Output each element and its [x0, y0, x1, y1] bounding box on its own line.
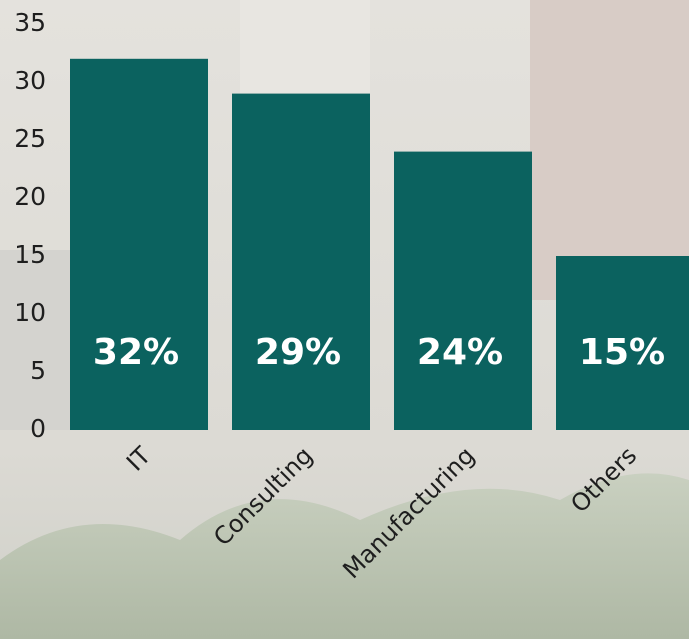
bar: [232, 93, 370, 430]
bushes: [0, 473, 689, 639]
y-tick-label: 30: [14, 66, 46, 95]
value-label: 24%: [417, 332, 503, 373]
y-tick-label: 0: [30, 414, 46, 443]
y-tick-label: 25: [14, 124, 46, 153]
value-label: 32%: [93, 332, 179, 373]
y-tick-label: 35: [14, 8, 46, 37]
bar: [70, 58, 208, 431]
y-tick-label: 10: [14, 298, 46, 327]
bar: [394, 151, 532, 430]
y-tick-label: 15: [14, 240, 46, 269]
building-panel: [530, 0, 689, 300]
y-tick-label: 20: [14, 182, 46, 211]
building-panel: [0, 250, 70, 430]
bar: [556, 256, 689, 430]
value-label: 15%: [579, 332, 665, 373]
value-label: 29%: [255, 332, 341, 373]
y-tick-label: 5: [30, 356, 46, 385]
